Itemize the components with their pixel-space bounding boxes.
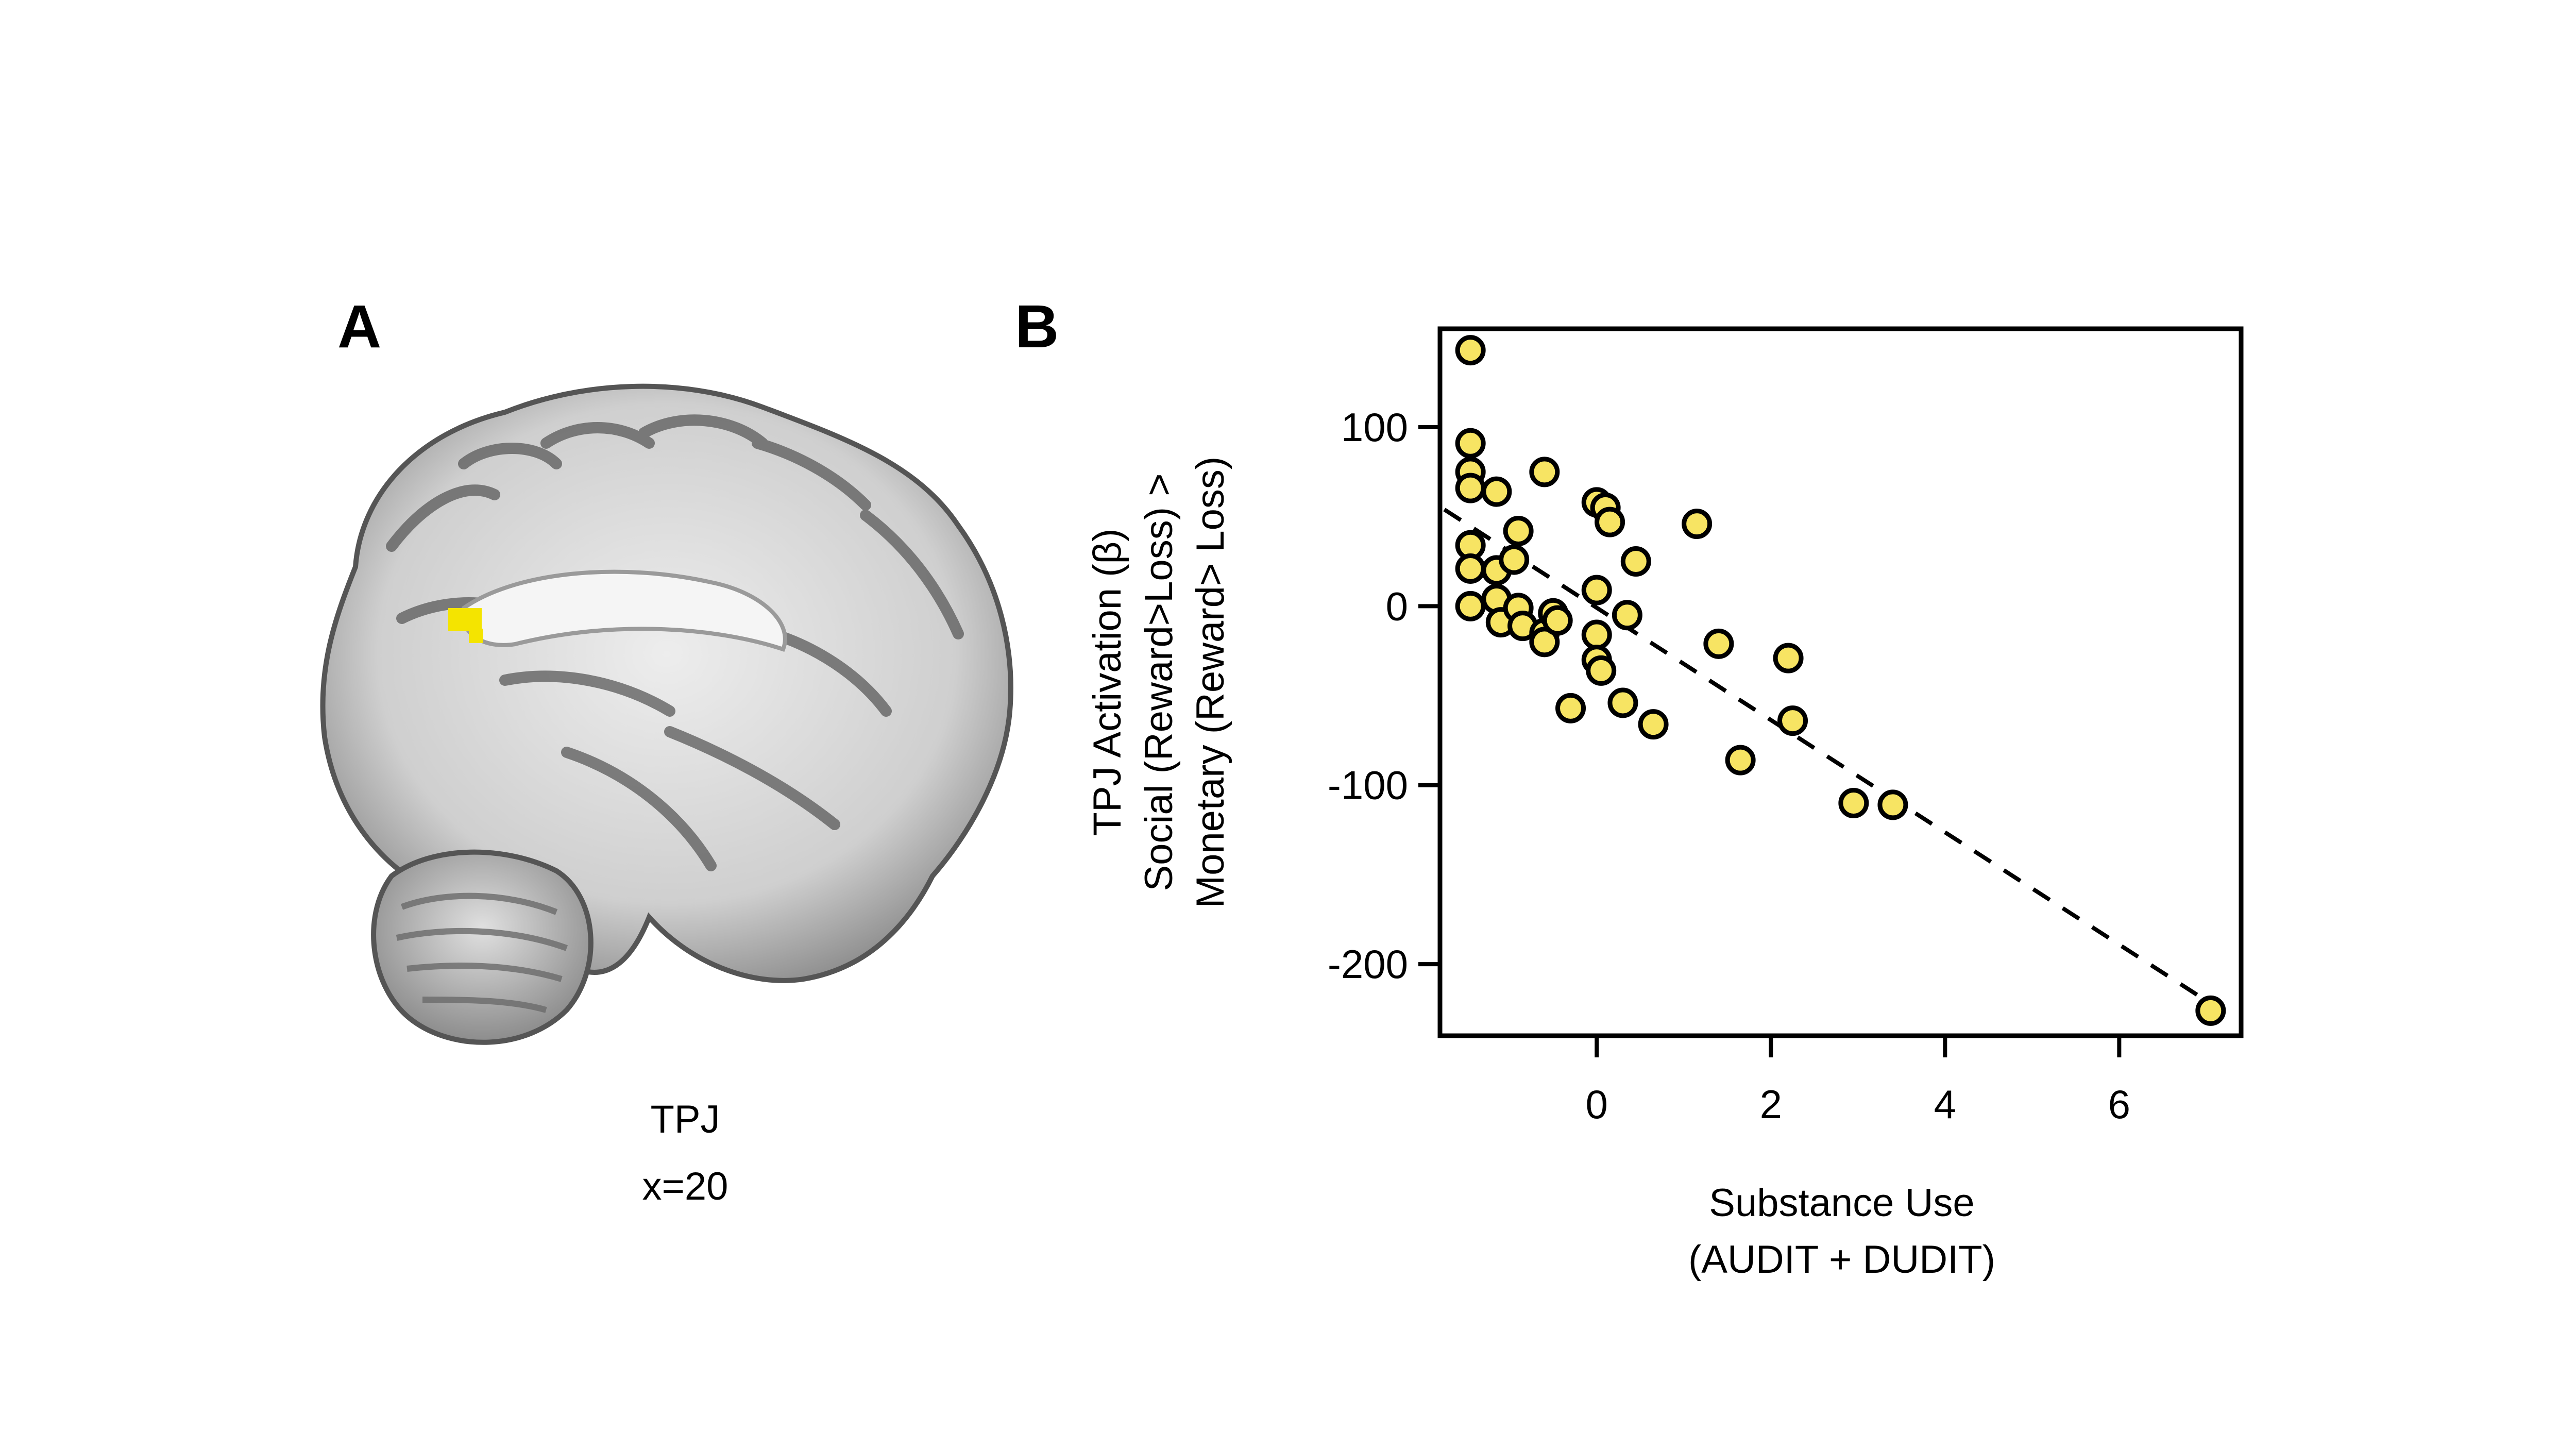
scatter-point [1455,553,1486,584]
scatter-point [1607,687,1638,718]
scatter-point [1455,473,1486,503]
scatter-point [1838,787,1869,818]
tpj-activation-cluster-tail [469,629,483,643]
brain-region-label: TPJ [650,1098,720,1141]
panel-label-b: B [1015,293,1059,361]
tpj-activation-cluster [448,608,482,631]
scatter-point [1773,643,1804,673]
cerebellum-folia [396,892,568,1013]
plot-frame [1437,326,2244,1038]
scatter-point [1581,575,1612,605]
scatter-point [2195,995,2226,1026]
corpus-callosum [461,569,787,652]
y-axis-title-line-2: Social (Reward>Loss) > [1137,473,1181,891]
scatter-point [1499,544,1530,575]
scatter-point [1455,428,1486,459]
scatter-points [1455,335,2226,1026]
y-axis-title-line-3: Monetary (Reward> Loss) [1189,457,1232,908]
x-tick-label: 0 [1586,1082,1608,1127]
scatter-point [1595,507,1625,537]
scatter-point [1581,619,1612,650]
y-axis-title-line-1: TPJ Activation (β) [1086,529,1129,836]
scatter-point [1612,600,1642,631]
x-tick-label: 6 [2108,1082,2130,1127]
y-tick-label: 0 [1386,583,1408,629]
scatter-point [1455,335,1486,366]
x-tick-label: 2 [1760,1082,1782,1127]
y-tick-label: 100 [1341,405,1408,450]
scatter-point [1481,476,1512,507]
scatter-point [1542,605,1573,636]
scatter-point [1586,655,1617,686]
scatter-point [1725,745,1756,776]
x-axis-title-line-2: (AUDIT + DUDIT) [1688,1238,1995,1282]
scatter-point [1682,509,1713,540]
scatter-point [1503,515,1534,546]
x-axis-title-line-1: Substance Use [1709,1181,1974,1225]
regression-fit-line [1443,508,2212,1005]
y-tick-label: -100 [1328,763,1408,808]
scatter-point [1529,627,1560,658]
scatter-point [1555,693,1586,723]
scatter-point [1638,709,1669,740]
scatter-point [1529,457,1560,487]
scatter-point [1703,628,1734,659]
scatter-point [1777,705,1808,736]
panel-label-a: A [337,293,382,361]
x-tick-label: 4 [1934,1082,1956,1127]
scatter-point [1620,546,1651,577]
y-tick-label: -200 [1328,941,1408,987]
y-axis-ticks: 100 0 -100 -200 [1328,405,1440,987]
brain-sagittal-image [320,383,1013,1045]
scatter-chart: 100 0 -100 -200 0 2 4 6 Substance Use (AUDIT +… [1086,326,2244,1282]
scatter-point [1455,591,1486,621]
brain-coordinate-label: x=20 [642,1165,728,1208]
scatter-point [1877,789,1908,820]
x-axis-ticks: 0 2 4 6 [1586,1036,2130,1127]
